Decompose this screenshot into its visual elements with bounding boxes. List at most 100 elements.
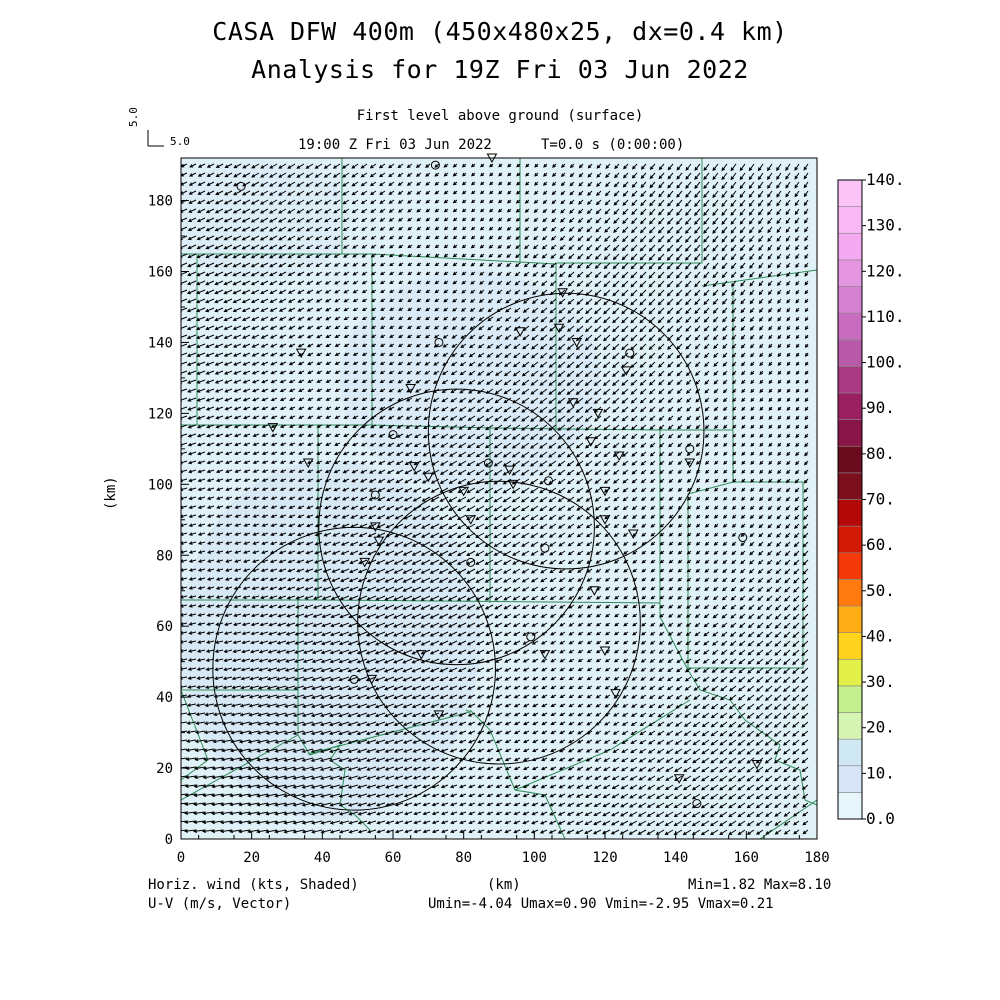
wind-vector	[347, 694, 359, 700]
wind-vector	[329, 793, 341, 798]
wind-vector	[425, 163, 431, 168]
wind-vector	[342, 208, 350, 214]
wind-vector	[278, 190, 287, 196]
wind-vector	[338, 685, 350, 691]
wind-vector	[252, 505, 260, 509]
wind-vector	[251, 343, 260, 348]
wind-vector	[323, 541, 332, 546]
wind-vector	[196, 406, 206, 411]
wind-vector	[206, 613, 215, 617]
wind-vector	[233, 370, 242, 375]
wind-vector	[241, 271, 251, 277]
wind-vector	[341, 496, 350, 501]
wind-vector	[238, 739, 251, 744]
wind-vector	[232, 307, 242, 313]
wind-vector	[443, 298, 449, 303]
wind-vector	[320, 640, 332, 646]
wind-vector	[250, 640, 260, 645]
wind-vector	[181, 190, 188, 195]
wind-vector	[329, 757, 341, 762]
wind-vector	[411, 568, 422, 574]
wind-vector	[224, 442, 233, 447]
wind-vector	[279, 442, 287, 446]
wind-vector	[397, 370, 404, 375]
wind-vector	[212, 730, 224, 735]
wind-vector	[342, 478, 350, 483]
wind-vector	[276, 640, 287, 645]
wind-vector	[331, 568, 341, 573]
wind-vector	[313, 577, 323, 582]
wind-vector	[296, 163, 305, 169]
wind-vector	[270, 514, 278, 518]
wind-vector	[205, 235, 215, 241]
wind-vector	[421, 757, 431, 762]
wind-vector	[393, 622, 404, 628]
wind-vector	[251, 586, 260, 591]
wind-vector	[306, 325, 314, 330]
wind-vector	[279, 433, 287, 437]
wind-vector	[279, 352, 287, 357]
wind-vector	[370, 271, 377, 276]
wind-vector	[305, 208, 314, 214]
wind-vector	[338, 802, 350, 807]
wind-vector	[239, 712, 251, 717]
wind-vector	[352, 406, 359, 410]
wind-vector	[342, 226, 350, 231]
wind-vector	[206, 424, 215, 429]
wind-vector	[310, 766, 323, 771]
wind-vector	[303, 631, 314, 636]
wind-vector	[261, 469, 269, 473]
wind-vector	[324, 253, 332, 258]
wind-vector	[181, 604, 188, 608]
wind-vector	[188, 487, 197, 492]
wind-vector	[393, 739, 404, 744]
wind-vector	[389, 253, 395, 258]
wind-vector	[394, 829, 404, 834]
wind-vector	[279, 478, 287, 482]
wind-vector	[181, 748, 188, 751]
wind-vector	[256, 802, 269, 807]
wind-vector	[374, 649, 386, 655]
wind-vector	[205, 289, 215, 295]
wind-vector	[186, 343, 197, 348]
wind-vector	[421, 514, 431, 520]
wind-vector	[233, 379, 242, 384]
wind-vector	[324, 496, 332, 501]
wind-vector	[411, 541, 422, 547]
wind-vector	[384, 613, 395, 619]
wind-vector	[301, 757, 314, 762]
wind-vector	[375, 784, 386, 789]
wind-vector	[314, 199, 323, 205]
wind-vector	[341, 523, 350, 528]
wind-vector	[379, 352, 386, 356]
wind-vector	[276, 649, 287, 654]
wind-vector	[413, 811, 422, 816]
wind-vector	[197, 514, 206, 518]
wind-vector	[234, 496, 242, 500]
wind-vector	[375, 757, 386, 762]
wind-vector	[403, 793, 413, 798]
wind-vector	[403, 757, 413, 762]
wind-vector	[439, 469, 449, 475]
wind-vector	[324, 244, 332, 249]
wind-vector	[429, 595, 440, 601]
wind-vector	[343, 388, 350, 392]
wind-vector	[269, 181, 278, 187]
wind-vector	[402, 559, 413, 565]
wind-vector	[314, 172, 323, 178]
wind-vector	[301, 739, 314, 744]
wind-vector	[398, 253, 404, 258]
wind-vector	[297, 298, 305, 303]
wind-vector	[297, 505, 305, 510]
wind-vector	[233, 397, 242, 402]
wind-vector	[343, 253, 350, 258]
wind-vector	[268, 199, 278, 205]
wind-vector	[325, 397, 332, 401]
wind-vector	[320, 658, 332, 664]
wind-vector	[241, 649, 251, 654]
wind-vector	[188, 532, 197, 536]
wind-vector	[181, 739, 188, 743]
wind-vector	[368, 487, 377, 492]
wind-vector	[334, 334, 341, 338]
wind-vector	[205, 226, 215, 232]
